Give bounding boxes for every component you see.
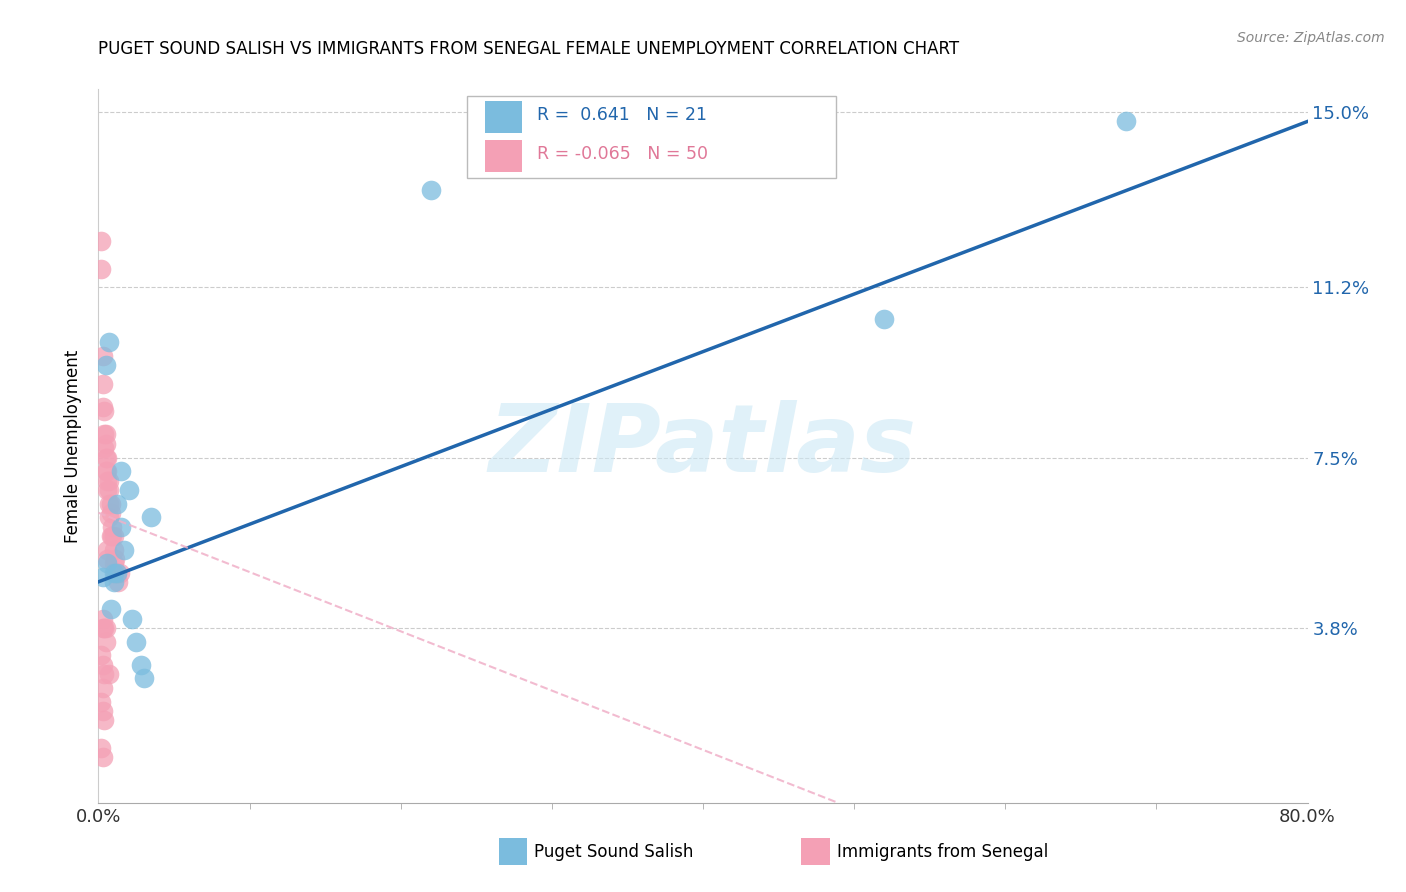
Point xyxy=(101,519,124,533)
Point xyxy=(100,506,122,520)
Point xyxy=(91,570,114,584)
Point xyxy=(91,376,114,391)
Point xyxy=(94,450,117,465)
Point xyxy=(96,551,118,566)
Point xyxy=(103,557,125,571)
Point xyxy=(90,261,112,276)
Point xyxy=(91,657,114,672)
Text: R = -0.065   N = 50: R = -0.065 N = 50 xyxy=(537,145,709,163)
Point xyxy=(107,574,129,589)
Text: Source: ZipAtlas.com: Source: ZipAtlas.com xyxy=(1237,31,1385,45)
Point xyxy=(118,483,141,497)
Point xyxy=(91,612,114,626)
Point xyxy=(93,404,115,418)
Point xyxy=(91,400,114,414)
Point xyxy=(103,529,125,543)
Point xyxy=(91,621,114,635)
Point xyxy=(129,657,152,672)
Point xyxy=(132,672,155,686)
Point xyxy=(93,666,115,681)
Point xyxy=(141,510,163,524)
Point xyxy=(96,464,118,478)
Point xyxy=(98,474,121,488)
Point xyxy=(90,694,112,708)
Point xyxy=(96,450,118,465)
Point xyxy=(94,427,117,442)
Point xyxy=(103,566,125,580)
Point xyxy=(101,529,124,543)
FancyBboxPatch shape xyxy=(485,140,522,172)
FancyBboxPatch shape xyxy=(467,96,837,178)
Point xyxy=(96,474,118,488)
Point xyxy=(98,483,121,497)
Point xyxy=(98,666,121,681)
Point xyxy=(91,704,114,718)
Point xyxy=(91,349,114,363)
Point xyxy=(112,542,135,557)
Point xyxy=(96,557,118,571)
Point xyxy=(100,602,122,616)
Point xyxy=(105,497,128,511)
Point xyxy=(93,427,115,442)
Point xyxy=(93,621,115,635)
Text: R =  0.641   N = 21: R = 0.641 N = 21 xyxy=(537,106,707,124)
Point xyxy=(110,519,132,533)
Point xyxy=(103,542,125,557)
Point xyxy=(100,529,122,543)
Text: ZIPatlas: ZIPatlas xyxy=(489,400,917,492)
Point xyxy=(90,234,112,248)
Point xyxy=(98,510,121,524)
Point xyxy=(90,648,112,663)
Text: Puget Sound Salish: Puget Sound Salish xyxy=(534,843,693,861)
FancyBboxPatch shape xyxy=(485,101,522,133)
Point xyxy=(121,612,143,626)
Point xyxy=(94,436,117,450)
Point xyxy=(94,359,117,373)
Point xyxy=(105,566,128,580)
Point xyxy=(110,464,132,478)
Text: Immigrants from Senegal: Immigrants from Senegal xyxy=(837,843,1047,861)
Point xyxy=(94,464,117,478)
Point xyxy=(96,542,118,557)
Point xyxy=(105,566,128,580)
Point xyxy=(100,497,122,511)
Point xyxy=(1115,114,1137,128)
Point xyxy=(93,442,115,456)
Point xyxy=(104,566,127,580)
Point xyxy=(125,634,148,648)
Point xyxy=(420,184,443,198)
Point xyxy=(98,497,121,511)
Point xyxy=(91,749,114,764)
Text: PUGET SOUND SALISH VS IMMIGRANTS FROM SENEGAL FEMALE UNEMPLOYMENT CORRELATION CH: PUGET SOUND SALISH VS IMMIGRANTS FROM SE… xyxy=(98,40,959,58)
Point xyxy=(103,574,125,589)
Point xyxy=(873,312,896,326)
Point xyxy=(104,551,127,566)
Point xyxy=(91,681,114,695)
Point xyxy=(90,740,112,755)
Point xyxy=(96,483,118,497)
Point xyxy=(108,566,131,580)
Point xyxy=(94,621,117,635)
Point xyxy=(98,335,121,350)
Y-axis label: Female Unemployment: Female Unemployment xyxy=(65,350,83,542)
Point xyxy=(93,713,115,727)
Point xyxy=(94,634,117,648)
